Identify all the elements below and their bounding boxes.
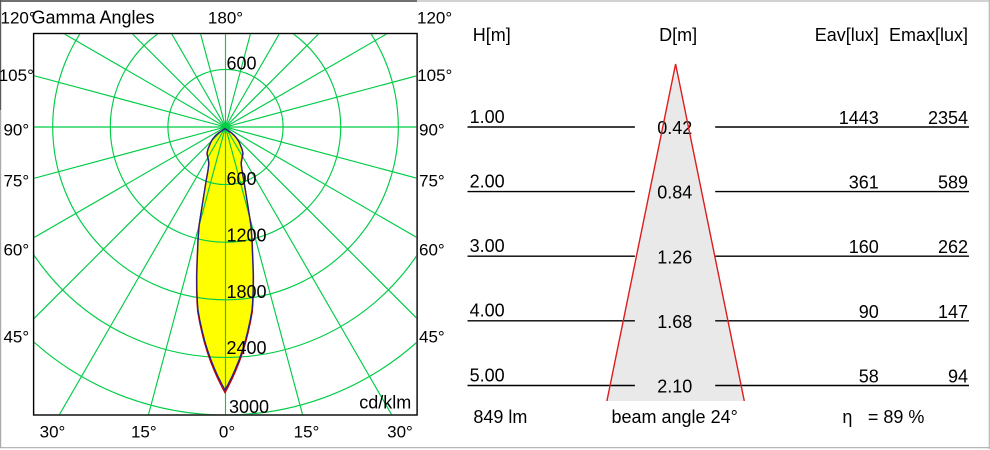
svg-text:45°: 45° [419,328,445,347]
svg-text:90: 90 [859,302,879,322]
svg-text:D[m]: D[m] [659,25,697,45]
svg-text:3000: 3000 [229,397,269,417]
svg-text:0°: 0° [219,423,235,442]
svg-text:= 89 %: = 89 % [868,407,925,427]
svg-text:1200: 1200 [227,226,267,246]
svg-text:H[m]: H[m] [473,25,511,45]
svg-text:589: 589 [938,173,968,193]
svg-text:361: 361 [849,173,879,193]
svg-text:160: 160 [849,237,879,257]
svg-text:Gamma Angles: Gamma Angles [32,8,155,28]
svg-text:15°: 15° [294,423,320,442]
svg-text:105°: 105° [0,66,34,85]
svg-text:1443: 1443 [839,108,879,128]
svg-text:0.84: 0.84 [657,183,692,203]
svg-text:3.00: 3.00 [470,236,505,256]
svg-text:2354: 2354 [928,108,968,128]
svg-text:1.00: 1.00 [470,107,505,127]
svg-text:120°: 120° [1,9,36,28]
svg-text:2.00: 2.00 [470,171,505,191]
svg-text:75°: 75° [419,172,445,191]
svg-text:90°: 90° [419,120,445,139]
svg-text:4.00: 4.00 [470,301,505,321]
svg-text:0.42: 0.42 [657,118,692,138]
svg-text:5.00: 5.00 [470,365,505,385]
svg-text:1.68: 1.68 [657,312,692,332]
svg-text:30°: 30° [40,423,66,442]
svg-text:30°: 30° [387,423,413,442]
svg-text:45°: 45° [3,328,29,347]
svg-text:105°: 105° [417,66,452,85]
svg-text:849 lm: 849 lm [473,407,527,427]
svg-text:15°: 15° [131,423,157,442]
svg-text:75°: 75° [3,172,29,191]
svg-text:beam angle 24°: beam angle 24° [612,407,738,427]
svg-text:600: 600 [227,54,257,74]
svg-text:2.10: 2.10 [657,377,692,397]
svg-text:262: 262 [938,237,968,257]
svg-text:cd/klm: cd/klm [359,393,411,413]
svg-text:η: η [842,407,852,427]
svg-text:147: 147 [938,302,968,322]
svg-text:180°: 180° [208,9,243,28]
svg-text:1.26: 1.26 [657,247,692,267]
svg-text:2400: 2400 [227,338,267,358]
svg-text:Eav[lux]: Eav[lux] [815,25,879,45]
svg-text:Emax[lux]: Emax[lux] [889,25,968,45]
svg-text:1800: 1800 [227,282,267,302]
svg-text:60°: 60° [419,241,445,260]
svg-text:94: 94 [948,367,968,387]
svg-text:60°: 60° [3,241,29,260]
svg-text:120°: 120° [417,9,452,28]
svg-text:58: 58 [859,367,879,387]
svg-text:600: 600 [227,169,257,189]
svg-text:90°: 90° [3,120,29,139]
